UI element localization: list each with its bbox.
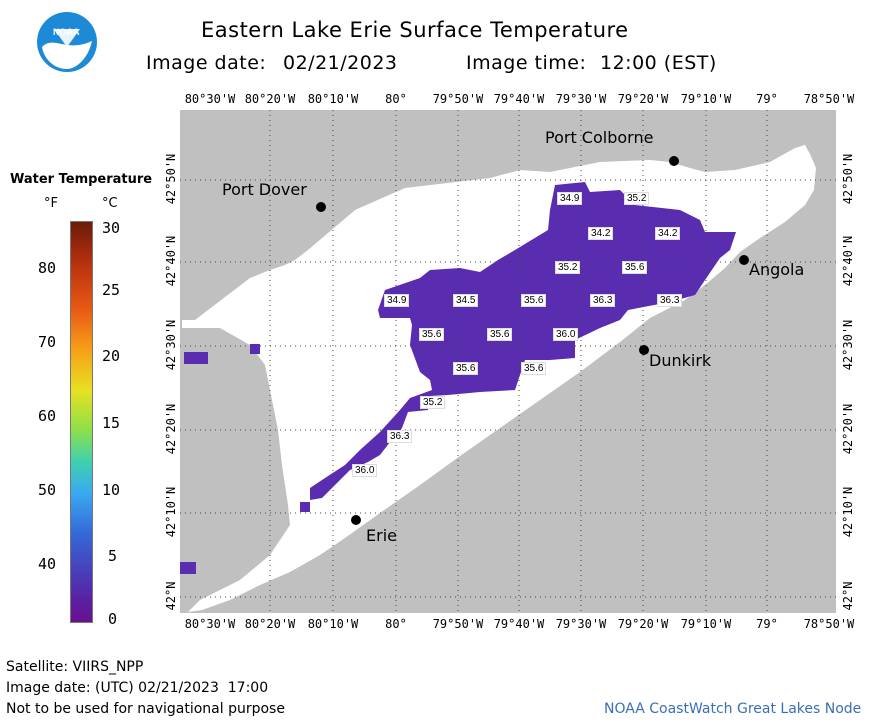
legend-c-tick: 0 — [108, 610, 118, 628]
lake-map — [180, 110, 836, 613]
legend-c-tick: 20 — [102, 347, 121, 365]
longitude-label: 79° — [756, 617, 778, 631]
longitude-label: 79°40'W — [493, 92, 545, 106]
longitude-label: 80°30'W — [184, 92, 236, 106]
latitude-label: 42°20'N — [164, 403, 178, 455]
latitude-label: 42°40'N — [164, 235, 178, 287]
legend-c-tick: 5 — [108, 547, 118, 565]
temperature-value-label: 34.9 — [384, 294, 410, 307]
latitude-label: 42°N — [841, 581, 855, 611]
temperature-value-label: 36.3 — [657, 294, 683, 307]
city-label-erie: Erie — [366, 526, 397, 545]
city-dot-dunkirk — [639, 345, 649, 355]
temperature-value-label: 34.2 — [655, 227, 681, 240]
temperature-value-label: 36.3 — [387, 430, 413, 443]
city-label-dunkirk: Dunkirk — [649, 351, 712, 370]
longitude-label: 79°10'W — [680, 617, 732, 631]
legend-unit-f: °F — [44, 196, 58, 211]
city-dot-port-dover — [316, 202, 326, 212]
legend-f-tick: 60 — [38, 407, 57, 425]
temperature-value-label: 35.2 — [555, 261, 581, 274]
legend-f-tick: 70 — [38, 333, 57, 351]
legend-title: Water Temperature — [10, 172, 153, 187]
longitude-label: 78°50'W — [803, 92, 855, 106]
latitude-label: 42°40'N — [841, 235, 855, 287]
longitude-label: 79° — [756, 92, 778, 106]
latitude-label: 42°30'N — [841, 319, 855, 371]
latitude-label: 42°20'N — [841, 403, 855, 455]
longitude-label: 80° — [385, 617, 407, 631]
temperature-value-label: 34.5 — [453, 294, 479, 307]
latitude-label: 42°30'N — [164, 319, 178, 371]
longitude-label: 79°30'W — [555, 617, 607, 631]
longitude-label: 79°50'W — [432, 617, 484, 631]
longitude-label: 80° — [385, 92, 407, 106]
latitude-label: 42°10'N — [841, 486, 855, 538]
cold-pixel — [180, 562, 196, 574]
temperature-value-label: 34.9 — [557, 192, 583, 205]
temperature-value-label: 36.0 — [352, 464, 378, 477]
longitude-label: 79°20'W — [617, 92, 669, 106]
disclaimer: Not to be used for navigational purpose — [6, 701, 285, 717]
temperature-value-label: 35.6 — [622, 261, 648, 274]
city-label-port-colborne: Port Colborne — [545, 128, 654, 147]
city-dot-port-colborne — [669, 156, 679, 166]
latitude-label: 42°10'N — [164, 486, 178, 538]
longitude-label: 79°10'W — [680, 92, 732, 106]
temperature-value-label: 35.6 — [453, 362, 479, 375]
temperature-value-label: 35.6 — [521, 294, 547, 307]
image-date-label: Image date: — [146, 52, 267, 74]
longitude-label: 79°20'W — [617, 617, 669, 631]
legend-c-tick: 10 — [102, 481, 121, 499]
utc-date-info: Image date: (UTC) 02/21/2023 17:00 — [6, 680, 269, 696]
temperature-value-label: 35.6 — [487, 328, 513, 341]
legend-color-bar — [70, 221, 93, 623]
longitude-label: 80°20'W — [244, 92, 296, 106]
latitude-label: 42°50'N — [164, 153, 178, 205]
latitude-label: 42°N — [164, 581, 178, 611]
logo-text: NOAA — [53, 27, 80, 37]
longitude-label: 79°30'W — [555, 92, 607, 106]
temperature-value-label: 36.0 — [553, 328, 579, 341]
city-label-port-dover: Port Dover — [222, 180, 307, 199]
image-time-label: Image time: — [466, 52, 587, 74]
temperature-value-label: 36.3 — [590, 294, 616, 307]
longitude-label: 80°30'W — [184, 617, 236, 631]
longitude-label: 80°20'W — [244, 617, 296, 631]
image-time: 12:00 (EST) — [600, 52, 717, 74]
legend-c-tick: 30 — [102, 219, 121, 237]
longitude-label: 80°10'W — [307, 617, 359, 631]
legend-f-tick: 40 — [38, 555, 57, 573]
page-title: Eastern Lake Erie Surface Temperature — [201, 18, 629, 42]
image-date: 02/21/2023 — [283, 52, 398, 74]
longitude-label: 79°50'W — [432, 92, 484, 106]
temperature-value-label: 35.6 — [419, 328, 445, 341]
noaa-logo: NOAA — [36, 11, 98, 73]
temperature-value-label: 34.2 — [588, 227, 614, 240]
legend-f-tick: 80 — [38, 259, 57, 277]
cold-pixel — [184, 352, 208, 364]
longitude-label: 78°50'W — [803, 617, 855, 631]
cold-pixel — [300, 502, 310, 512]
legend-unit-c: °C — [102, 196, 118, 211]
cold-pixel — [250, 344, 260, 354]
longitude-label: 79°40'W — [493, 617, 545, 631]
legend-c-tick: 15 — [102, 414, 121, 432]
city-label-angola: Angola — [749, 260, 805, 279]
temperature-value-label: 35.2 — [420, 396, 446, 409]
latitude-label: 42°50'N — [841, 153, 855, 205]
temperature-value-label: 35.6 — [521, 362, 547, 375]
satellite-info: Satellite: VIIRS_NPP — [6, 659, 144, 675]
longitude-label: 80°10'W — [307, 92, 359, 106]
city-dot-angola — [739, 255, 749, 265]
temperature-value-label: 35.2 — [624, 192, 650, 205]
city-dot-erie — [351, 515, 361, 525]
credit-link[interactable]: NOAA CoastWatch Great Lakes Node — [604, 701, 862, 717]
legend-f-tick: 50 — [38, 481, 57, 499]
legend-c-tick: 25 — [102, 281, 121, 299]
